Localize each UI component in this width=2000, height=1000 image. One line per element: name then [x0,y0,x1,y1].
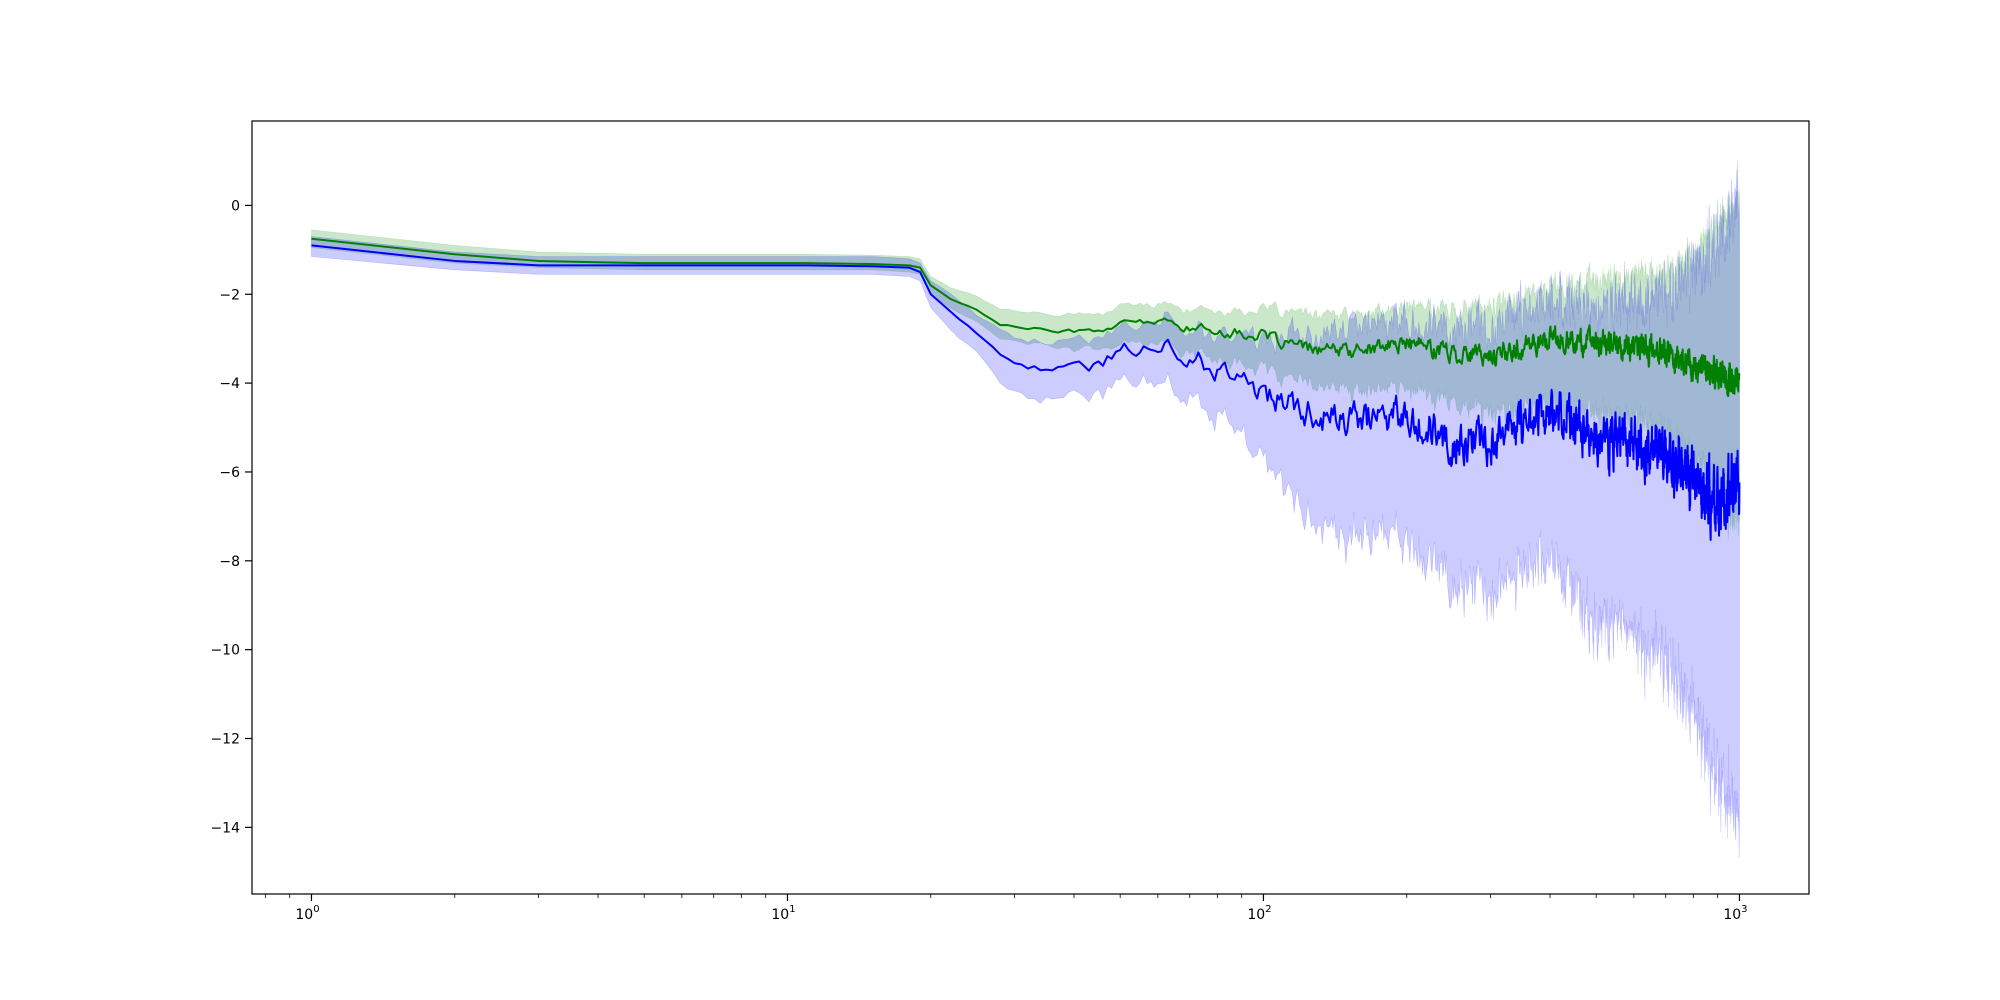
x-tick-label: 101 [771,904,795,923]
x-tick-label: 102 [1247,904,1271,923]
x-tick-label: 100 [295,904,319,923]
y-tick-label: −14 [210,820,240,836]
y-tick-label: 0 [231,198,240,214]
y-tick-label: −8 [219,554,240,570]
series-lines [311,237,1741,541]
line-series-1 [311,237,1741,398]
y-tick-label: −6 [219,465,240,481]
x-tick-label: 103 [1723,904,1747,923]
y-tick-label: −2 [219,287,240,303]
plot-frame [251,120,1810,895]
y-tick-label: −4 [219,376,240,392]
y-axis-ticks: 0 −2 −4 −6 −8 −10 −12 −14 [210,198,252,836]
band-series-2 [311,160,1740,858]
line-series-2 [311,244,1741,541]
y-tick-label: −12 [210,732,240,748]
x-axis-ticks: 100 101 102 103 [264,894,1748,923]
y-tick-label: −10 [210,643,240,659]
